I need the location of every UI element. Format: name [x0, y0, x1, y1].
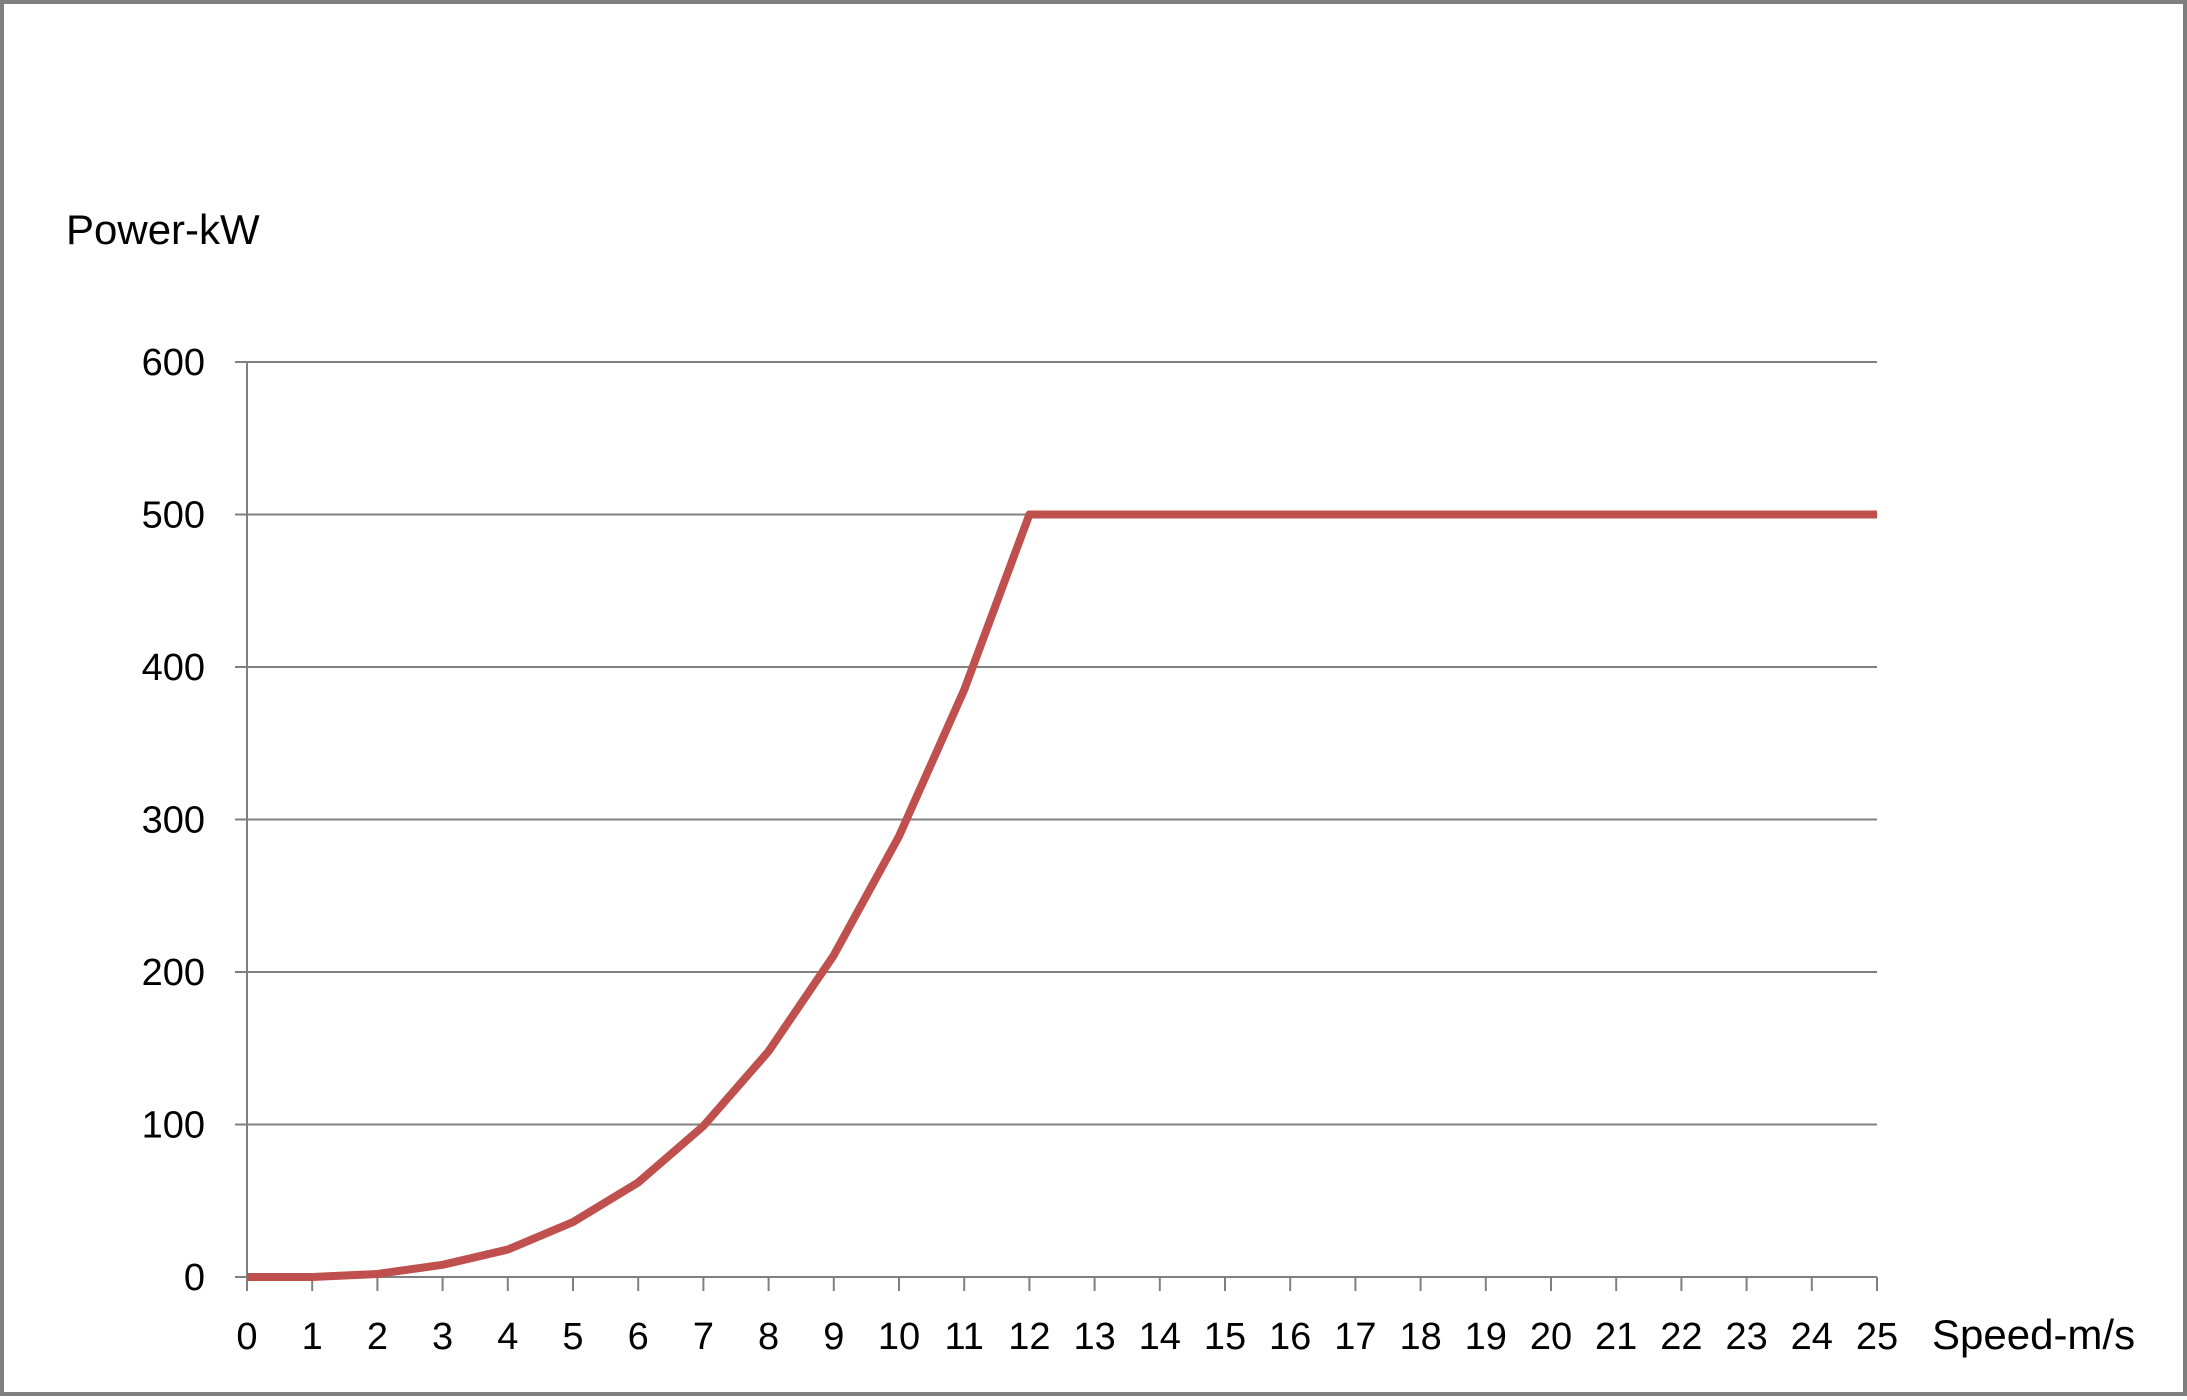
x-tick-label: 25: [1856, 1316, 1898, 1358]
data-point: [1224, 514, 1226, 515]
data-point: [572, 1221, 574, 1223]
data-point: [1876, 514, 1878, 515]
data-point: [768, 1050, 770, 1052]
x-tick-label: 13: [1073, 1316, 1115, 1358]
x-tick-label: 12: [1008, 1316, 1050, 1358]
x-tick-label: 10: [878, 1316, 920, 1358]
axes: [235, 361, 1878, 1291]
data-point: [1615, 514, 1617, 515]
data-point: [1485, 514, 1487, 515]
y-tick-label: 100: [142, 1105, 205, 1147]
data-point: [1289, 514, 1291, 515]
data-point: [376, 1273, 378, 1275]
data-point: [637, 1181, 639, 1183]
data-point: [1680, 514, 1682, 515]
data-point: [1420, 514, 1422, 515]
x-tick-label: 22: [1660, 1316, 1702, 1358]
x-tick-label: 0: [236, 1316, 257, 1358]
x-tick-label: 15: [1204, 1316, 1246, 1358]
x-tick-label: 6: [628, 1316, 649, 1358]
y-axis-title: Power-kW: [66, 206, 260, 253]
data-point: [1354, 514, 1356, 515]
x-tick-label: 21: [1595, 1316, 1637, 1358]
data-point: [1746, 514, 1748, 515]
y-tick-label: 400: [142, 647, 205, 689]
y-tick-label: 0: [184, 1257, 205, 1299]
x-tick-label: 7: [693, 1316, 714, 1358]
x-tick-label: 14: [1139, 1316, 1181, 1358]
x-tick-label: 5: [562, 1316, 583, 1358]
y-tick-label: 500: [142, 495, 205, 537]
data-point: [507, 1249, 509, 1251]
data-point: [963, 689, 965, 691]
data-point: [702, 1125, 704, 1127]
y-tick-label: 300: [142, 800, 205, 842]
x-tick-label: 8: [758, 1316, 779, 1358]
data-point: [442, 1264, 444, 1266]
x-tick-label: 17: [1334, 1316, 1376, 1358]
x-tick-label: 24: [1791, 1316, 1833, 1358]
x-tick-label: 11: [944, 1316, 983, 1358]
x-tick-label: 18: [1399, 1316, 1441, 1358]
data-point: [1550, 514, 1552, 515]
y-tick-label: 200: [142, 952, 205, 994]
data-point: [1159, 514, 1161, 515]
data-point: [246, 1276, 248, 1278]
x-tick-label: 4: [497, 1316, 518, 1358]
data-point: [1028, 514, 1030, 515]
data-point: [898, 835, 900, 837]
x-tick-label: 3: [432, 1316, 453, 1358]
x-tick-label: 16: [1269, 1316, 1311, 1358]
x-tick-label: 2: [367, 1316, 388, 1358]
y-tick-label: 600: [142, 342, 205, 384]
x-tick-label: 20: [1530, 1316, 1572, 1358]
x-tick-label: 23: [1725, 1316, 1767, 1358]
x-axis-title: Speed-m/s: [1932, 1311, 2135, 1358]
gridlines: [247, 361, 1877, 1126]
data-point: [833, 954, 835, 956]
series-line-power: [247, 510, 1877, 1281]
series-layer: [246, 510, 1878, 1281]
x-tick-label: 9: [823, 1316, 844, 1358]
data-point: [311, 1276, 313, 1278]
data-point: [1094, 514, 1096, 515]
data-point: [1811, 514, 1813, 515]
x-tick-label: 19: [1465, 1316, 1507, 1358]
x-tick-label: 1: [302, 1316, 323, 1358]
